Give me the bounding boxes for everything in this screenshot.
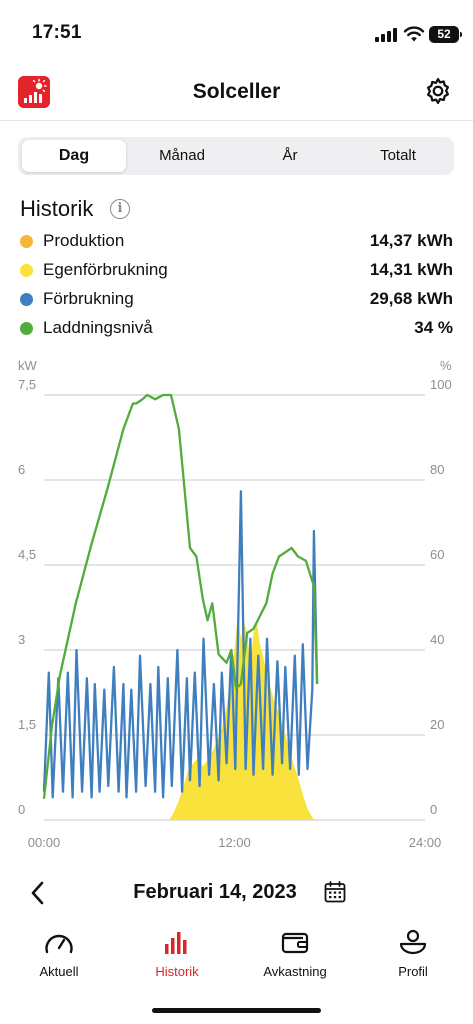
series-line-f-rbrukning xyxy=(42,490,319,799)
tab-ar[interactable]: År xyxy=(282,147,298,164)
legend-dot xyxy=(20,293,33,306)
legend-label: Egenförbrukning xyxy=(43,260,168,279)
tab-label: Avkastning xyxy=(263,964,327,979)
wifi-icon xyxy=(403,26,425,42)
left-axis-unit: kW xyxy=(18,358,38,373)
left-tick-label: 4,5 xyxy=(18,547,36,562)
person-icon xyxy=(399,929,427,955)
gear-icon[interactable] xyxy=(423,76,453,106)
section-title: Historik xyxy=(20,196,94,221)
tab-totalt[interactable]: Totalt xyxy=(380,147,416,164)
legend-value: 34 % xyxy=(414,318,453,337)
solar-app-icon[interactable] xyxy=(18,76,50,108)
legend-value: 29,68 kWh xyxy=(369,289,453,308)
right-axis-unit: % xyxy=(440,358,452,373)
right-tick-label: 40 xyxy=(430,632,444,647)
legend-dot xyxy=(20,235,33,248)
period-segmented-control: Dag Månad År Totalt xyxy=(18,137,454,175)
selected-date[interactable]: Februari 14, 2023 xyxy=(133,881,297,903)
cellular-signal-icon xyxy=(375,28,399,42)
legend-dot xyxy=(20,322,33,335)
left-tick-label: 6 xyxy=(18,462,25,477)
left-tick-label: 3 xyxy=(18,632,25,647)
wallet-icon xyxy=(281,932,309,954)
right-tick-label: 0 xyxy=(430,802,437,817)
right-tick-label: 80 xyxy=(430,462,444,477)
tab-manad[interactable]: Månad xyxy=(159,147,205,164)
tab-label: Profil xyxy=(398,964,428,979)
legend-label: Produktion xyxy=(43,231,125,250)
tab-label: Aktuell xyxy=(39,964,79,979)
tab-dag[interactable]: Dag xyxy=(22,140,126,172)
legend-label: Förbrukning xyxy=(43,289,134,308)
home-indicator xyxy=(152,1008,321,1013)
right-tick-label: 100 xyxy=(430,377,452,392)
calendar-icon[interactable] xyxy=(323,880,347,904)
gauge-icon xyxy=(45,934,73,954)
page-title: Solceller xyxy=(192,80,281,103)
chevron-left-icon[interactable] xyxy=(28,880,48,906)
history-chart[interactable]: kW % 7,5 100 6 80 4,5 60 3 40 1,5 20 0 0 00:00 12:00 2… xyxy=(0,350,473,860)
right-tick-label: 60 xyxy=(430,547,444,562)
x-tick-label: 00:00 xyxy=(28,835,61,850)
header-divider xyxy=(0,120,473,121)
left-tick-label: 7,5 xyxy=(18,377,36,392)
series-line-laddningsniv- xyxy=(42,393,319,799)
left-tick-label: 1,5 xyxy=(18,717,36,732)
legend-value: 14,31 kWh xyxy=(369,260,453,279)
x-tick-label: 24:00 xyxy=(409,835,442,850)
legend-item-laddningsniva: Laddningsnivå 34 % xyxy=(20,317,453,341)
battery-indicator: 52 xyxy=(429,26,462,43)
tab-avkastning[interactable]: Avkastning xyxy=(236,928,354,988)
tab-label: Historik xyxy=(155,964,199,979)
tab-aktuell[interactable]: Aktuell xyxy=(0,928,118,988)
bar-chart-icon xyxy=(165,932,187,954)
info-icon[interactable]: i xyxy=(110,199,130,219)
left-tick-label: 0 xyxy=(18,802,25,817)
legend-item-produktion: Produktion 14,37 kWh xyxy=(20,230,453,254)
legend-dot xyxy=(20,264,33,277)
legend-label: Laddningsnivå xyxy=(43,318,153,337)
x-tick-label: 12:00 xyxy=(218,835,251,850)
legend-item-forbrukning: Förbrukning 29,68 kWh xyxy=(20,288,453,312)
legend-item-egenforbrukning: Egenförbrukning 14,31 kWh xyxy=(20,259,453,283)
tab-profil[interactable]: Profil xyxy=(354,928,472,988)
right-tick-label: 20 xyxy=(430,717,444,732)
tab-historik[interactable]: Historik xyxy=(118,928,236,988)
status-time: 17:51 xyxy=(32,22,82,43)
legend-value: 14,37 kWh xyxy=(369,231,453,250)
